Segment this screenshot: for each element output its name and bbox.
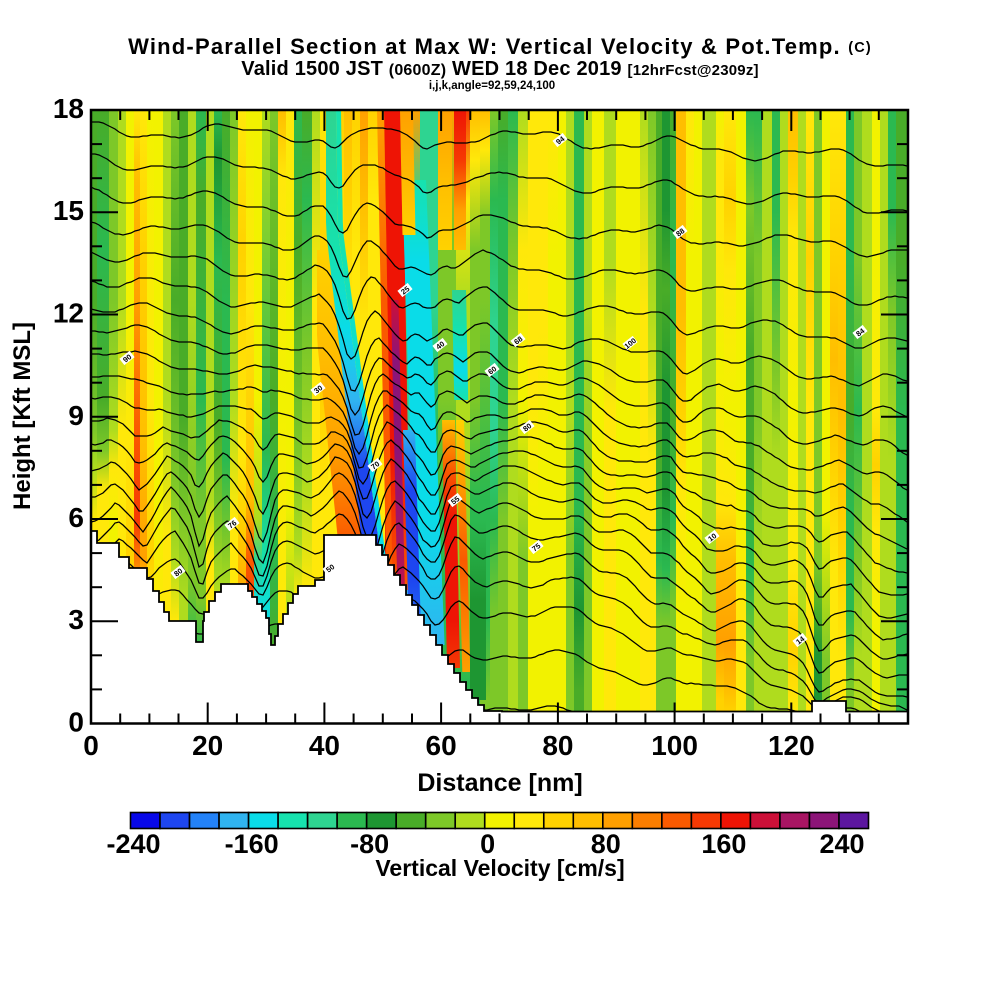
svg-text:0: 0 bbox=[83, 730, 99, 761]
svg-text:-80: -80 bbox=[350, 829, 389, 859]
svg-text:-240: -240 bbox=[106, 829, 160, 859]
svg-text:-160: -160 bbox=[225, 829, 279, 859]
svg-text:120: 120 bbox=[768, 730, 815, 761]
svg-text:Wind-Parallel Section at Max W: Wind-Parallel Section at Max W: Vertical… bbox=[128, 34, 872, 59]
svg-text:Vertical Velocity [cm/s]: Vertical Velocity [cm/s] bbox=[375, 855, 624, 881]
svg-text:6: 6 bbox=[68, 502, 84, 533]
svg-text:160: 160 bbox=[701, 829, 746, 859]
svg-text:60: 60 bbox=[426, 730, 457, 761]
svg-text:0: 0 bbox=[480, 829, 495, 859]
svg-text:12: 12 bbox=[53, 298, 84, 329]
svg-text:15: 15 bbox=[53, 195, 84, 226]
svg-text:Distance [nm]: Distance [nm] bbox=[417, 769, 582, 797]
svg-text:3: 3 bbox=[68, 604, 84, 635]
svg-text:Valid 1500 JST (0600Z) WED 18: Valid 1500 JST (0600Z) WED 18 Dec 2019 [… bbox=[241, 58, 758, 80]
svg-text:80: 80 bbox=[542, 730, 573, 761]
svg-text:240: 240 bbox=[819, 829, 864, 859]
svg-text:i,j,k,angle=92,59,24,100: i,j,k,angle=92,59,24,100 bbox=[429, 80, 555, 92]
svg-text:9: 9 bbox=[68, 400, 84, 431]
svg-text:18: 18 bbox=[53, 93, 84, 124]
svg-text:Height [Kft MSL]: Height [Kft MSL] bbox=[9, 322, 36, 510]
svg-text:20: 20 bbox=[192, 730, 223, 761]
svg-text:0: 0 bbox=[68, 707, 84, 738]
svg-text:100: 100 bbox=[651, 730, 698, 761]
svg-text:80: 80 bbox=[591, 829, 621, 859]
svg-text:40: 40 bbox=[309, 730, 340, 761]
